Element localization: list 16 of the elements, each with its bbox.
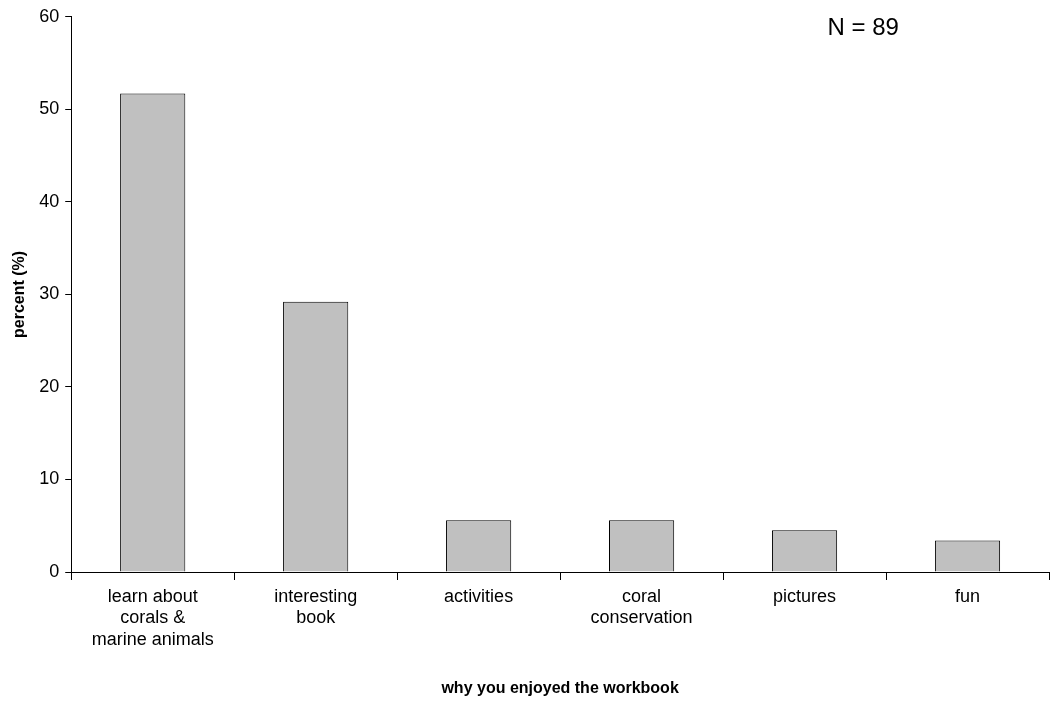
y-tick-label: 0 (49, 560, 60, 581)
x-tick-label: activities (444, 585, 514, 606)
y-axis-title: percent (%) (10, 250, 28, 338)
y-tick-label: 40 (39, 190, 60, 211)
x-axis-title: why you enjoyed the workbook (440, 678, 679, 696)
x-tick-label: fun (955, 585, 981, 606)
y-tick-label: 20 (39, 375, 60, 396)
y-tick-label: 10 (39, 468, 60, 489)
x-tick-label: pictures (773, 585, 837, 606)
x-tick-label: coral conservation (590, 585, 693, 628)
y-tick-label: 60 (39, 5, 60, 26)
x-tick-label: learn about corals & marine animals (91, 585, 214, 649)
y-tick-label: 30 (39, 283, 60, 304)
y-tick-label: 50 (39, 98, 60, 119)
annotation: N = 89 (827, 13, 899, 41)
x-tick-label: interesting book (274, 585, 358, 628)
